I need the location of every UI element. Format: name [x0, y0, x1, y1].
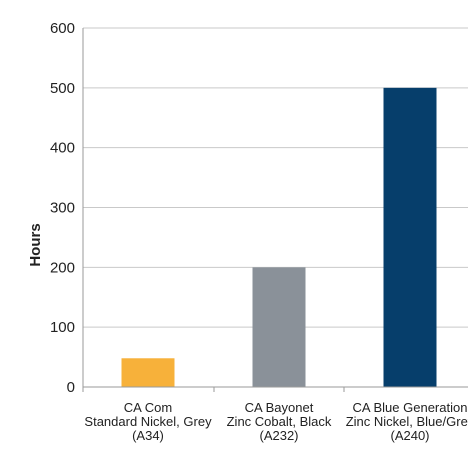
x-tick-label-line: Zinc Cobalt, Black [227, 414, 332, 429]
y-tick-label: 0 [67, 379, 75, 396]
y-tick-label: 300 [50, 200, 75, 217]
y-tick-label: 500 [50, 80, 75, 97]
x-tick-label: CA Blue Generation Zinc Nickel, Blue/Grey… [346, 400, 468, 443]
x-tick-label-line: (A240) [390, 428, 429, 443]
y-tick-label: 400 [50, 140, 75, 157]
x-tick-label-line: CA Com [124, 400, 172, 415]
bar [121, 358, 175, 387]
y-tick-label: 200 [50, 259, 75, 276]
y-axis-title: Hours [27, 223, 44, 266]
x-tick-label-line: (A232) [259, 428, 298, 443]
bar [252, 267, 306, 387]
x-tick-label: CA Com Standard Nickel, Grey (A34) [84, 400, 212, 443]
x-tick-label-line: (A34) [132, 428, 164, 443]
x-tick-label-line: Standard Nickel, Grey [84, 414, 212, 429]
y-tick-label: 600 [50, 20, 75, 37]
x-tick-label: CA Bayonet Zinc Cobalt, Black (A232) [227, 400, 332, 443]
bar [383, 87, 437, 387]
y-tick-label: 100 [50, 319, 75, 336]
x-tick-label-line: CA Bayonet [245, 400, 314, 415]
x-tick-label-line: Zinc Nickel, Blue/Grey [346, 414, 468, 429]
x-tick-label-line: CA Blue Generation [353, 400, 468, 415]
